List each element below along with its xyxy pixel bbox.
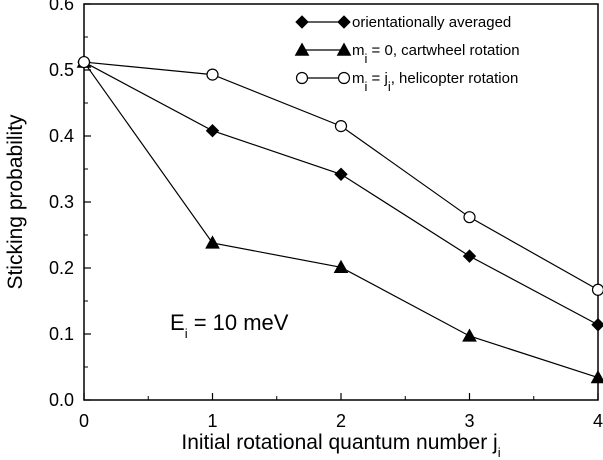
data-point (334, 119, 348, 133)
data-point (590, 370, 603, 384)
x-tick-label: 1 (207, 411, 217, 431)
legend-label: orientationally averaged (352, 14, 511, 31)
series-mi-ji-helicopter-rotation (77, 55, 603, 296)
data-point (205, 124, 220, 138)
y-tick-label: 0.4 (49, 126, 74, 146)
data-point (591, 283, 603, 296)
series-line (83, 61, 599, 379)
x-tick-label: 0 (79, 411, 89, 431)
data-point (463, 211, 476, 224)
y-axis-title: Sticking probability (4, 114, 27, 290)
legend-entry: mi = 0, cartwheel rotation (294, 42, 520, 66)
energy-annotation: Ei = 10 meV (170, 310, 289, 341)
axis-ticks: 0 1 2 3 4 0.0 0.1 0.2 0.3 0.4 0.5 0.6 (49, 0, 603, 431)
legend-marker (295, 15, 309, 29)
data-point (462, 249, 477, 263)
legend-marker (336, 42, 352, 56)
x-tick-label: 3 (464, 411, 474, 431)
data-point (77, 55, 91, 69)
data-point (462, 328, 477, 342)
legend-entry: mi = ji, helicopter rotation (295, 70, 518, 94)
data-point (205, 235, 220, 249)
data-point (333, 259, 349, 274)
legend-label: mi = ji, helicopter rotation (352, 70, 518, 94)
legend-label: mi = 0, cartwheel rotation (352, 42, 520, 66)
data-point (591, 318, 603, 332)
data-point (334, 167, 348, 181)
legend-marker (295, 71, 309, 85)
y-tick-label: 0.1 (49, 324, 74, 344)
legend-marker (294, 42, 310, 56)
series-line (83, 61, 599, 326)
legend-marker (337, 71, 351, 85)
y-tick-label: 0.3 (49, 192, 74, 212)
y-tick-label: 0.0 (49, 390, 74, 410)
data-point (206, 68, 219, 81)
legend-marker (337, 15, 351, 29)
series-orientationally-averaged (77, 55, 603, 332)
y-tick-label: 0.2 (49, 258, 74, 278)
plot-frame (83, 3, 599, 401)
legend: orientationally averaged mi = 0, cartwhee… (294, 14, 520, 94)
x-tick-label: 4 (593, 411, 603, 431)
x-axis-title: Initial rotational quantum number ji (181, 431, 500, 460)
x-tick-label: 2 (336, 411, 346, 431)
y-tick-label: 0.5 (49, 60, 74, 80)
y-tick-label: 0.6 (49, 0, 74, 14)
legend-entry: orientationally averaged (295, 14, 511, 31)
series-group (76, 54, 603, 384)
series-mi-0-cartwheel-rotation (76, 54, 603, 384)
